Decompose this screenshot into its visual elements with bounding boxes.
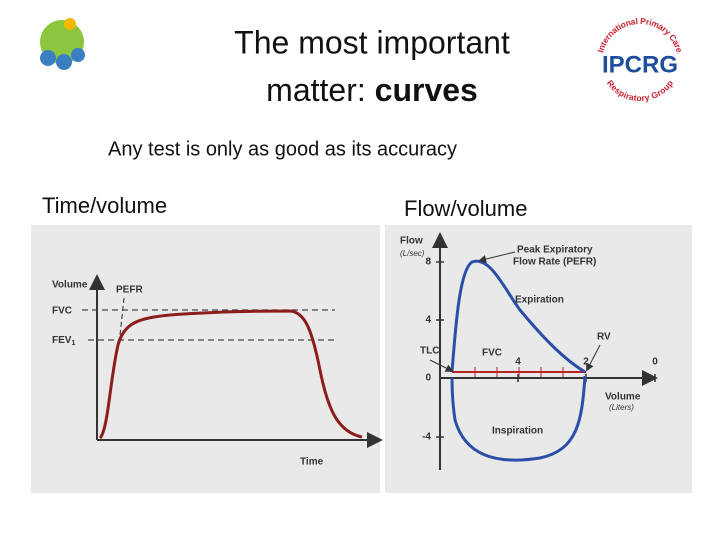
axis-label: Volume bbox=[52, 280, 88, 291]
annotation: Peak Expiratory bbox=[517, 245, 593, 256]
y-tick-label: -4 bbox=[422, 432, 431, 443]
volume-curve bbox=[98, 309, 363, 440]
time-volume-chart: Volume PEFR FVC FEV1 Time bbox=[31, 225, 383, 493]
title-bold: curves bbox=[375, 72, 478, 108]
panel-label: Flow/volume bbox=[404, 196, 527, 221]
expiration-curve bbox=[450, 259, 586, 374]
panel-bg bbox=[31, 225, 380, 493]
x-tick-label: 2 bbox=[583, 357, 589, 368]
logo-ring-top: International Primary Care bbox=[596, 16, 685, 54]
annotation: PEFR bbox=[116, 285, 143, 296]
axis-label: Time bbox=[300, 457, 324, 468]
left-logo bbox=[40, 18, 85, 70]
annotation: FVC bbox=[482, 348, 502, 359]
annotation: Expiration bbox=[515, 295, 564, 306]
x-tick-label: 4 bbox=[515, 357, 521, 368]
inspiration-curve bbox=[450, 375, 587, 462]
title: The most important bbox=[234, 24, 510, 60]
logo-ring: Respiratory Group bbox=[605, 78, 676, 103]
fev: FEV bbox=[52, 335, 72, 346]
panel-label: Time/volume bbox=[42, 193, 167, 218]
flow-volume-chart: Flow (L/sec) 8 4 0 -4 Peak Expiratory Fl… bbox=[385, 225, 692, 493]
ipcrg-logo: International Primary Care Respiratory G… bbox=[596, 16, 685, 103]
annotation: Flow Rate (PEFR) bbox=[513, 257, 596, 268]
y-tick-label: 0 bbox=[425, 373, 431, 384]
fvc-ticks bbox=[474, 367, 564, 377]
title: matter: curves bbox=[266, 72, 478, 108]
title-part: matter: bbox=[266, 72, 374, 108]
logo-text: IPCRG bbox=[602, 51, 678, 78]
subtitle: Any test is only as good as its accuracy bbox=[108, 138, 457, 160]
logo-ring: International Primary Care bbox=[596, 16, 685, 54]
x-tick-label: 0 bbox=[652, 357, 658, 368]
pointer bbox=[478, 251, 516, 263]
annotation: RV bbox=[597, 332, 611, 343]
y-tick-label: 8 bbox=[425, 257, 431, 268]
annotation: TLC bbox=[420, 346, 439, 357]
y-tick-label: 4 bbox=[425, 315, 431, 326]
axis-label: Flow bbox=[400, 236, 423, 247]
annotation: FEV1 bbox=[52, 335, 75, 347]
axis-unit: (Liters) bbox=[609, 403, 634, 412]
axis-unit: (L/sec) bbox=[400, 249, 425, 258]
fev-sub: 1 bbox=[71, 340, 75, 347]
annotation: FVC bbox=[52, 306, 72, 317]
panel-bg bbox=[385, 225, 692, 493]
axis-label: Volume bbox=[605, 392, 641, 403]
annotation: Inspiration bbox=[492, 426, 543, 437]
pointer bbox=[586, 344, 601, 372]
pointer bbox=[429, 359, 454, 372]
logo-ring-bottom: Respiratory Group bbox=[605, 78, 676, 103]
